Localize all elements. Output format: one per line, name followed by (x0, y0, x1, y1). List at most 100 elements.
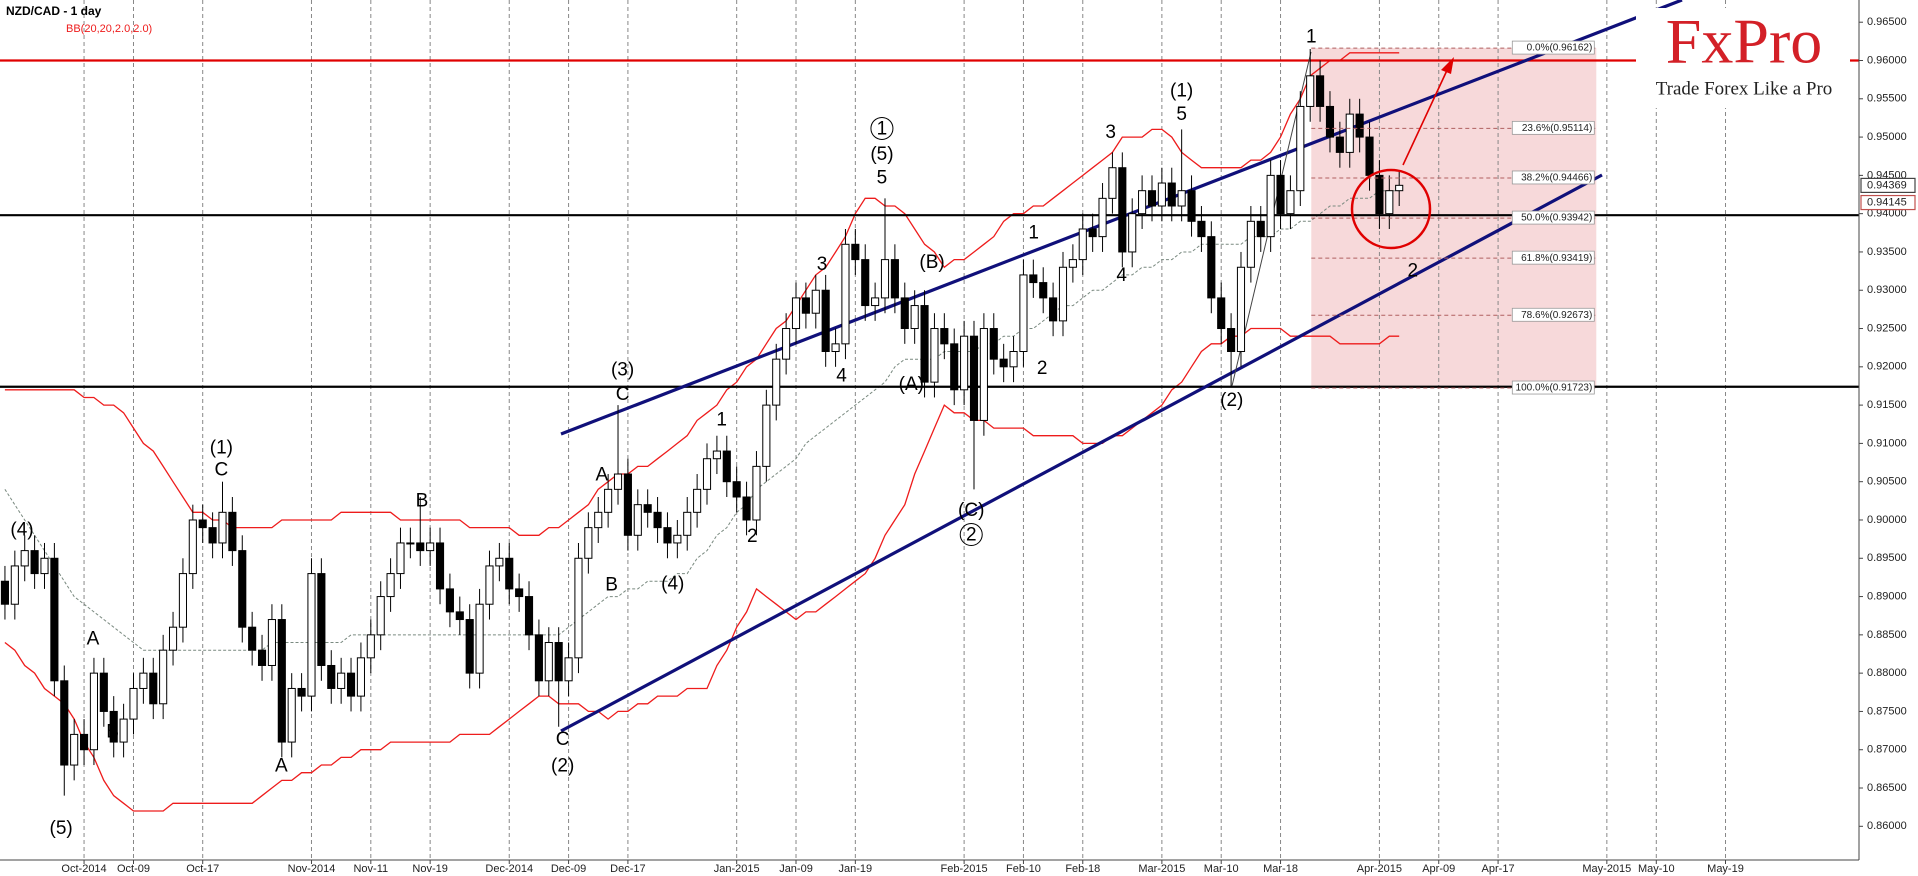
price-tag-label: 0.94145 (1867, 196, 1907, 208)
candle-body (1019, 274, 1028, 353)
candle-body (663, 527, 672, 544)
candle-body (890, 259, 899, 299)
x-tick-label: May-10 (1638, 863, 1675, 875)
wave-label: 3 (1105, 122, 1116, 143)
candle-body (1227, 328, 1236, 353)
x-tick-label: Mar-2015 (1138, 863, 1185, 875)
candle-body (920, 305, 929, 383)
candle-body (248, 626, 257, 651)
candle-body (327, 664, 336, 689)
candle-body (544, 642, 553, 682)
bb-upper (4, 52, 1400, 536)
candle-body (633, 504, 642, 536)
wave-label: (C) (958, 500, 984, 521)
candle-body (693, 488, 702, 513)
x-tick-label: Dec-2014 (485, 863, 533, 875)
candle-body (485, 565, 494, 605)
y-tick-label: 0.91000 (1867, 437, 1907, 449)
x-tick-label: Oct-09 (117, 863, 150, 875)
wave-label: (3) (611, 359, 634, 380)
wave-label: 2 (1037, 358, 1048, 379)
wave-label: (4) (10, 520, 33, 541)
candle-body (317, 573, 326, 666)
axis-bg (1859, 0, 1918, 876)
x-tick-label: May-2015 (1582, 863, 1631, 875)
candle-body (722, 450, 731, 483)
fib-label-box (1511, 380, 1595, 395)
fib-label: 100.0%(0.91723) (1516, 383, 1593, 394)
fib-label: 23.6%(0.95114) (1522, 123, 1592, 134)
wave-label: (1) (1170, 81, 1193, 102)
wave-label: 5 (877, 167, 888, 188)
candle-body (1355, 113, 1364, 138)
candle-body (257, 649, 267, 666)
candle-body (653, 511, 662, 529)
candle-body (712, 450, 721, 460)
candle-body (554, 642, 563, 682)
candle-body (1395, 184, 1404, 192)
fib-label: 78.6%(0.92673) (1521, 310, 1592, 321)
candle-body (455, 611, 464, 621)
candle-body (950, 343, 959, 391)
candle-body (228, 511, 237, 552)
y-tick-label: 0.96500 (1867, 16, 1907, 28)
candle-body (1078, 228, 1087, 261)
candle-body (1296, 105, 1305, 192)
candle-body (1316, 75, 1325, 107)
candle-body (1246, 220, 1255, 268)
wave-label: (2) (1220, 390, 1243, 411)
candle-body (772, 358, 781, 406)
candle-body (346, 672, 356, 697)
x-tick-label: Apr-17 (1482, 863, 1515, 875)
candle-body (801, 297, 810, 314)
bb-middle (4, 190, 1400, 651)
candle-body (613, 473, 623, 490)
wave-label: 4 (836, 366, 847, 387)
candle-body (277, 619, 286, 743)
candle-body (1276, 174, 1285, 215)
candle-body (1058, 266, 1068, 322)
candle-body (673, 534, 682, 544)
candle-body (198, 519, 207, 529)
candle-body (129, 687, 138, 720)
wave-circle (870, 116, 894, 140)
candle-body (1325, 105, 1335, 138)
candle-body (89, 672, 98, 751)
candle-body (1108, 167, 1117, 199)
candle-body (604, 488, 613, 513)
wave-label: 2 (1408, 260, 1419, 281)
wave-label: A (595, 465, 608, 486)
x-tick-label: Jan-09 (779, 863, 813, 875)
candle-body (297, 687, 306, 697)
candle-body (475, 603, 484, 674)
y-tick-label: 0.94000 (1867, 208, 1907, 220)
candle-body (149, 672, 158, 705)
target-arrow (1402, 65, 1450, 166)
candle-body (594, 511, 603, 529)
wave-label: B (416, 490, 429, 511)
wave-label: (5) (50, 818, 73, 839)
candle-body (495, 557, 504, 567)
wave-label: (1) (210, 438, 233, 459)
wave-label: 1 (1306, 27, 1317, 48)
x-tick-label: Jan-2015 (714, 863, 760, 875)
candle-body (732, 481, 741, 498)
candle-body (979, 328, 988, 421)
candle-body (643, 504, 652, 513)
wave-label: 1 (716, 410, 727, 431)
candle-body (79, 733, 89, 751)
candle-body (1345, 113, 1354, 153)
wave-label: B (605, 575, 618, 596)
candle-body (1236, 266, 1246, 353)
wave-label: 2 (747, 526, 758, 547)
candle-body (218, 511, 227, 544)
x-tick-label: Feb-2015 (941, 863, 988, 875)
wave-label: 3 (817, 254, 828, 275)
candle-body (1207, 236, 1216, 299)
candle-body (396, 542, 405, 575)
candle-body (900, 297, 909, 330)
candle-body (376, 596, 385, 636)
y-tick-label: 0.93000 (1867, 284, 1907, 296)
wave-label: 1 (877, 118, 888, 139)
